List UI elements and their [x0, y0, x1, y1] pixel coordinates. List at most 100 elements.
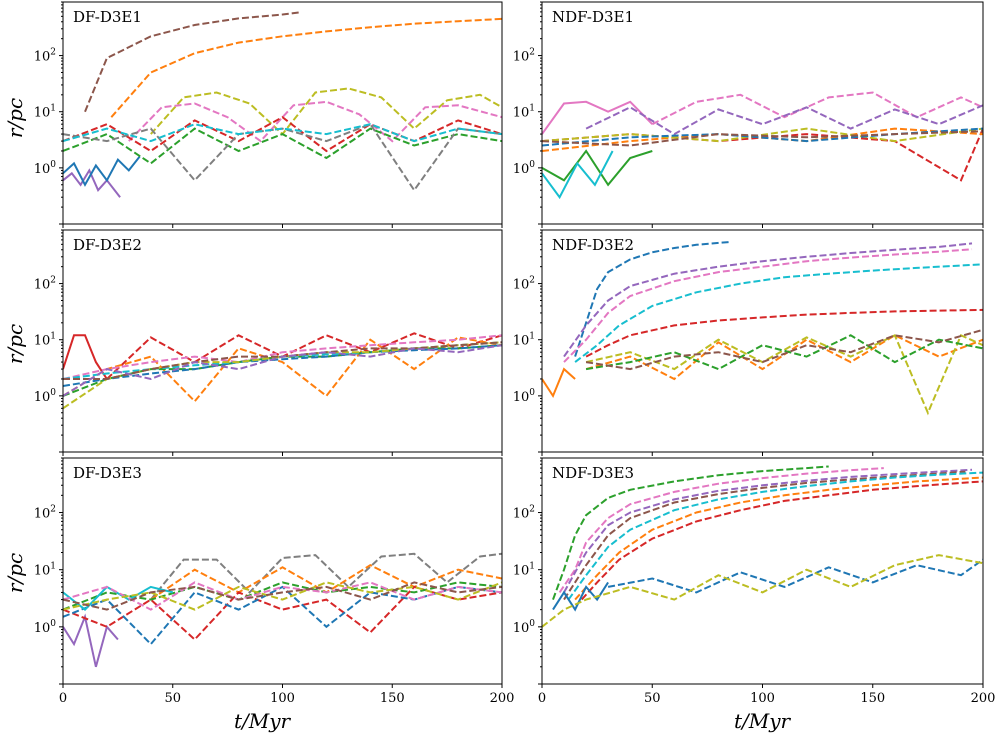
- series-line-6: [542, 128, 983, 182]
- series-line-8: [63, 581, 502, 611]
- series-line-3: [63, 336, 502, 403]
- panel-title: NDF-D3E1: [552, 8, 634, 26]
- series-line-9: [63, 122, 502, 192]
- y-tick-label: 102: [513, 276, 535, 293]
- series-line-10: [585, 328, 983, 371]
- panel-title: DF-D3E3: [73, 464, 142, 482]
- series-line-10: [542, 554, 983, 628]
- panel-ndf-d3e3: 0 50 100 150 200 100 101 102 NDF-D3E3: [513, 457, 996, 706]
- y-tick-label: 102: [513, 48, 535, 65]
- panel-df-d3e3: 0 50 100 150 200 100 101 102 DF-D3E3: [34, 457, 515, 706]
- y-tick-label: 100: [513, 619, 536, 636]
- series-line-7: [580, 480, 983, 601]
- series-line-5: [585, 308, 983, 358]
- y-tick-label: 100: [513, 160, 536, 177]
- panel-title: DF-D3E1: [73, 8, 142, 26]
- axes-frame: [541, 1, 984, 225]
- y-axis-label-row1: r/pc: [3, 98, 27, 138]
- series-line-6: [574, 476, 983, 601]
- y-tick-label: 101: [513, 104, 535, 121]
- series-line-1: [84, 11, 301, 113]
- axes-frame: [62, 1, 503, 225]
- x-axis-label-left: t/Myr: [234, 709, 292, 733]
- series-line-4: [563, 470, 966, 601]
- series-line-9: [585, 334, 983, 371]
- series-line-5: [63, 585, 502, 646]
- series-line-7: [63, 585, 174, 611]
- series-line-3: [563, 248, 973, 363]
- series-line-10: [63, 344, 502, 397]
- x-tick-label: 150: [860, 691, 885, 706]
- series-line-4: [574, 263, 983, 363]
- series-line-10: [63, 123, 502, 143]
- series-line-1: [552, 465, 829, 600]
- series-line-1: [63, 334, 108, 380]
- series-line-2: [150, 564, 502, 601]
- series-line-2: [563, 242, 973, 358]
- series-line-2: [651, 91, 983, 126]
- x-tick-label: 50: [164, 691, 181, 706]
- panel-title: NDF-D3E3: [552, 464, 634, 482]
- y-tick-label: 101: [34, 332, 56, 349]
- y-tick-label: 101: [513, 332, 535, 349]
- series-line-4: [542, 149, 653, 187]
- y-tick-label: 101: [513, 562, 535, 579]
- series-line-9: [542, 127, 983, 147]
- series-group: [63, 11, 502, 198]
- series-group: [63, 332, 502, 410]
- panel-title: NDF-D3E2: [552, 236, 634, 254]
- y-tick-label: 102: [34, 276, 56, 293]
- panel-df-d3e1: 100 101 102 DF-D3E1: [34, 1, 503, 228]
- series-line-5: [567, 471, 983, 601]
- series-line-6: [63, 155, 141, 187]
- panel-df-d3e2: 100 101 102 DF-D3E2: [34, 229, 503, 456]
- x-tick-label: 200: [490, 691, 515, 706]
- series-line-3: [585, 104, 983, 136]
- panel-title: DF-D3E2: [73, 236, 142, 254]
- series-line-9: [607, 558, 983, 594]
- x-tick-label: 100: [750, 691, 775, 706]
- series-line-4: [63, 334, 502, 380]
- series-group: [542, 241, 983, 416]
- x-tick-label: 200: [971, 691, 996, 706]
- panel-grid: 100101102DF-D3E1100101102NDF-D3E11001011…: [34, 1, 996, 706]
- y-tick-label: 100: [34, 619, 57, 636]
- series-line-3: [150, 87, 502, 136]
- series-line-4: [128, 100, 502, 143]
- x-tick-label: 0: [59, 691, 67, 706]
- y-tick-label: 102: [34, 48, 56, 65]
- series-group: [542, 91, 983, 200]
- series-line-1: [574, 241, 730, 357]
- axes-frame: [62, 457, 503, 685]
- panel-ndf-d3e1: 100 101 102 NDF-D3E1: [513, 1, 984, 228]
- series-line-3: [563, 468, 973, 593]
- series-line-2: [106, 332, 502, 380]
- x-tick-label: 150: [380, 691, 405, 706]
- series-line-8: [585, 333, 983, 416]
- x-tick-label: 100: [270, 691, 295, 706]
- series-line-8: [63, 127, 502, 165]
- series-group: [63, 552, 502, 668]
- x-tick-label: 50: [644, 691, 661, 706]
- axes-frame: [62, 229, 503, 453]
- y-tick-label: 100: [34, 160, 57, 177]
- y-axis-label-row3: r/pc: [3, 553, 27, 593]
- x-axis-label-right: t/Myr: [734, 709, 792, 733]
- y-tick-label: 101: [34, 104, 56, 121]
- series-line-6: [542, 367, 576, 399]
- panel-ndf-d3e2: 100 101 102 NDF-D3E2: [513, 229, 984, 456]
- series-line-2: [558, 467, 884, 593]
- series-line-10: [542, 130, 983, 147]
- series-group: [542, 465, 983, 628]
- series-line-3: [63, 613, 119, 668]
- series-line-4: [63, 585, 502, 641]
- series-line-1: [150, 552, 502, 601]
- y-tick-label: 101: [34, 562, 56, 579]
- y-tick-label: 100: [513, 388, 536, 405]
- y-axis-label-row2: r/pc: [3, 324, 27, 364]
- series-line-5: [542, 150, 614, 200]
- x-tick-label: 0: [538, 691, 546, 706]
- series-line-7: [63, 116, 502, 153]
- series-line-2: [110, 17, 502, 118]
